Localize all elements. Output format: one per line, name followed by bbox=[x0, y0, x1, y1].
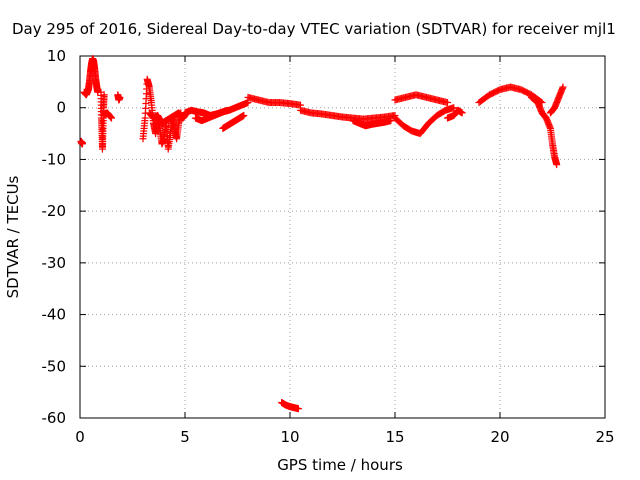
x-tick-label: 15 bbox=[385, 428, 404, 446]
data-point bbox=[559, 83, 567, 91]
x-tick-label: 20 bbox=[490, 428, 509, 446]
data-point bbox=[116, 93, 124, 101]
y-tick-label: -50 bbox=[42, 357, 67, 375]
data-point bbox=[100, 91, 108, 99]
data-point bbox=[444, 99, 451, 107]
data-point bbox=[458, 109, 466, 117]
data-point bbox=[294, 405, 302, 413]
y-tick-label: -30 bbox=[42, 254, 67, 272]
x-tick-label: 0 bbox=[75, 428, 85, 446]
x-tick-label: 5 bbox=[180, 428, 190, 446]
y-axis-label: SDTVAR / TECUs bbox=[4, 175, 22, 298]
x-axis-label: GPS time / hours bbox=[277, 456, 403, 474]
y-tick-label: -20 bbox=[42, 202, 67, 220]
data-point bbox=[223, 106, 231, 114]
data-point bbox=[108, 114, 115, 122]
x-tick-label: 10 bbox=[280, 428, 299, 446]
data-point bbox=[387, 117, 395, 125]
tick-labels-layer: 0 5 10 15 20 25 -60 -50 -40 -30 -20 -10 0 10 bbox=[42, 47, 615, 446]
data-points-layer bbox=[77, 55, 567, 413]
data-point bbox=[240, 111, 248, 119]
data-point bbox=[553, 161, 561, 169]
y-tick-label: 10 bbox=[47, 47, 66, 65]
y-tick-label: -10 bbox=[42, 150, 67, 168]
x-tick-label: 25 bbox=[595, 428, 614, 446]
data-point bbox=[450, 104, 458, 112]
y-tick-label: -60 bbox=[42, 409, 67, 427]
plot-frame bbox=[79, 55, 606, 419]
data-point bbox=[79, 139, 87, 147]
chart-title: Day 295 of 2016, Sidereal Day-to-day VTE… bbox=[12, 20, 616, 38]
y-tick-label: 0 bbox=[56, 99, 66, 117]
y-tick-label: -40 bbox=[42, 306, 67, 324]
